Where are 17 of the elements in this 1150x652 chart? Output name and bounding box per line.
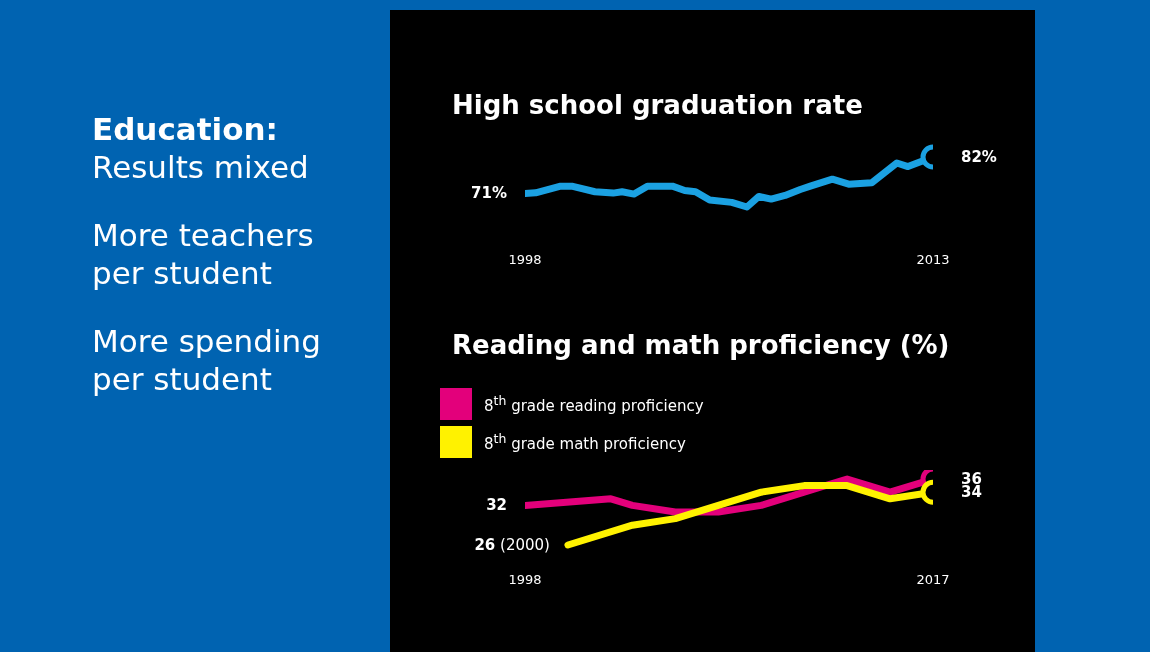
legend-label: 8$^{th}$ grade math proficiency [484,431,686,453]
x-tick-label: 2013 [916,252,950,268]
chart-title: High school graduation rate [452,90,863,120]
data-label: 71% [471,184,507,203]
x-tick-label: 2017 [916,572,950,588]
data-label: 26 (2000) [474,536,550,554]
x-tick-label: 1998 [508,252,542,268]
data-label: 82% [961,148,997,166]
data-label: 32 [486,496,507,515]
data-label: 34 [961,483,982,502]
legend-label: 8$^{th}$ grade reading proficiency [484,393,704,415]
text: More spending per student [92,322,322,398]
x-tick-label: 1998 [508,572,542,588]
chart-title: Reading and math proficiency (%) [452,330,950,360]
text: Education: [92,110,279,148]
text: Results mixed [92,148,310,186]
text: More teachers per student [92,216,315,292]
